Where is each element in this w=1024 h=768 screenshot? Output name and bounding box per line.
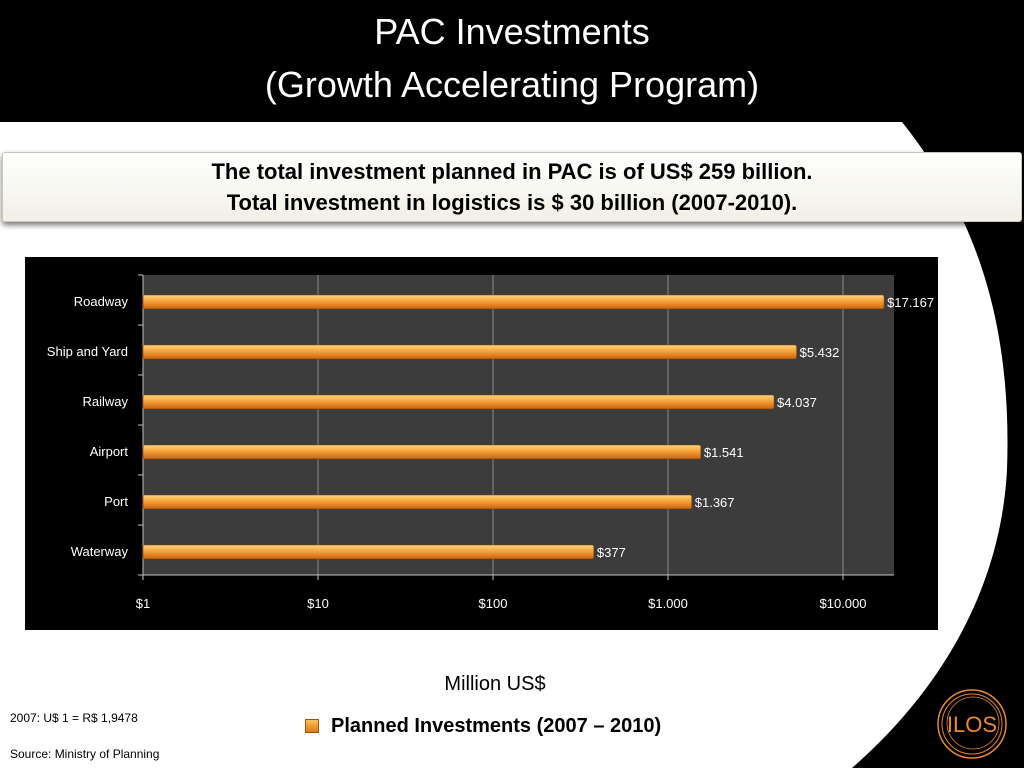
headline-line2: Total investment in logistics is $ 30 bi…: [226, 190, 798, 215]
bar-value-label: $4.037: [777, 395, 817, 410]
y-category-label: Railway: [82, 394, 128, 409]
x-tick-label: $10.000: [820, 596, 867, 611]
bar-airport: [142, 444, 702, 460]
chart-panel: $1 $10 $100 $1.000 $10.000 Roadway $17.167 Ship…: [25, 257, 938, 630]
legend-label: Planned Investments (2007 – 2010): [331, 714, 662, 737]
bar-ship-and-yard: [142, 344, 797, 360]
exchange-rate-note: 2007: U$ 1 = R$ 1,9478: [10, 711, 138, 725]
x-axis-unit-label: Million US$: [444, 673, 546, 695]
chart-legend: Planned Investments (2007 – 2010): [305, 712, 661, 740]
x-tick-label: $1.000: [648, 596, 688, 611]
y-category-label: Port: [104, 494, 128, 509]
bar-port: [142, 494, 693, 510]
bar-value-label: $17.167: [887, 295, 934, 310]
bar-value-label: $1.367: [695, 495, 735, 510]
page-title-line2: (Growth Accelerating Program): [264, 64, 760, 105]
bar-roadway: [142, 294, 885, 310]
headline-box: The total investment planned in PAC is o…: [2, 152, 1022, 222]
bar-value-label: $1.541: [704, 445, 744, 460]
right-black-swoosh: [852, 122, 1024, 768]
y-category-label: Roadway: [74, 294, 129, 309]
x-tick-label: $100: [479, 596, 508, 611]
bar-value-label: $377: [597, 545, 626, 560]
x-tick-label: $10: [307, 596, 329, 611]
bar-value-label: $5.432: [800, 345, 840, 360]
source-note: Source: Ministry of Planning: [10, 747, 160, 761]
y-category-label: Waterway: [71, 544, 129, 559]
plot-area: [143, 275, 894, 575]
bar-waterway: [142, 544, 595, 560]
page-title-line1: PAC Investments: [374, 11, 650, 52]
legend-swatch: [305, 719, 319, 733]
y-category-label: Airport: [90, 444, 129, 459]
headline-line1: The total investment planned in PAC is o…: [211, 159, 813, 184]
header-band: [0, 0, 1024, 122]
bar-railway: [142, 394, 775, 410]
ilos-logo: ILOS: [937, 689, 1007, 759]
logo-text: ILOS: [947, 712, 997, 737]
y-category-label: Ship and Yard: [47, 344, 128, 359]
x-tick-label: $1: [136, 596, 150, 611]
bar-chart: $1 $10 $100 $1.000 $10.000 Roadway $17.167 Ship…: [47, 274, 934, 611]
